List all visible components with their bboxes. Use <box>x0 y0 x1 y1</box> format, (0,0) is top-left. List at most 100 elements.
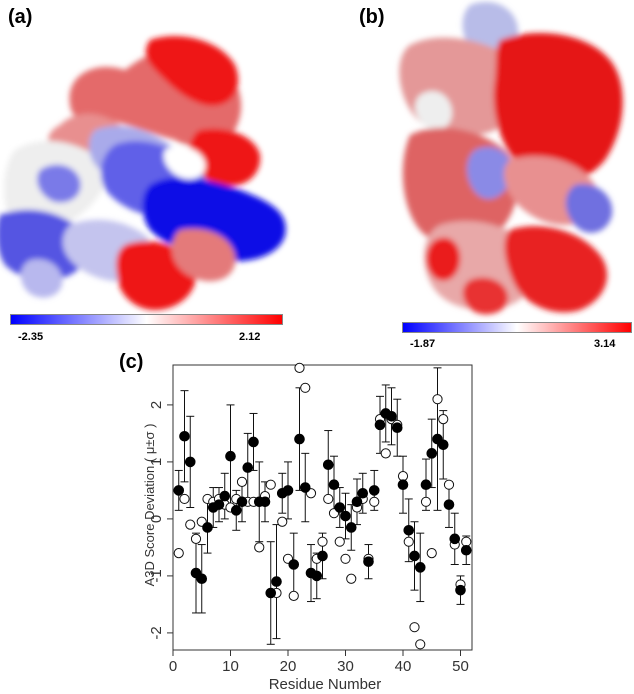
filled-point-8 <box>219 490 231 502</box>
filled-point-49 <box>455 584 466 596</box>
open-point-36 <box>380 448 391 459</box>
colorbar-b <box>402 322 632 333</box>
y-tick-label-2: 0 <box>148 515 165 523</box>
filled-point-7 <box>213 499 225 510</box>
filled-point-9 <box>225 450 236 462</box>
open-point-21 <box>294 362 305 373</box>
filled-point-20 <box>288 559 300 570</box>
protein-surface-a <box>0 36 286 310</box>
plot-axes: 0 10 20 30 40 50 -2 -1 0 1 2 <box>148 364 473 675</box>
open-point-3 <box>190 533 202 544</box>
open-point-34 <box>369 496 380 507</box>
filled-point-26 <box>322 459 334 471</box>
open-point-0 <box>173 548 184 559</box>
filled-point-48 <box>449 533 461 545</box>
x-tick-label-3: 30 <box>337 658 354 675</box>
x-tick-label-2: 20 <box>280 658 297 675</box>
open-point-18 <box>277 516 288 527</box>
plot-frame <box>172 364 473 651</box>
open-point-25 <box>317 536 328 547</box>
y-tick-label-4: 2 <box>148 401 165 409</box>
a3d-scatter-plot: 0 10 20 30 40 50 -2 -1 0 1 2 Residue Number A3D Sc… <box>142 362 473 693</box>
open-point-28 <box>334 536 345 547</box>
filled-point-31 <box>351 496 363 508</box>
filled-point-19 <box>282 485 294 496</box>
open-point-11 <box>236 476 248 487</box>
filled-point-32 <box>357 487 369 499</box>
filled-point-28 <box>334 502 346 513</box>
filled-point-29 <box>340 510 351 522</box>
colorbar-b-max: 3.14 <box>594 338 616 350</box>
x-tick-label-4: 40 <box>395 658 412 675</box>
filled-point-44 <box>426 448 438 459</box>
filled-point-4 <box>196 573 208 585</box>
filled-point-17 <box>271 576 282 587</box>
open-point-46 <box>438 414 449 425</box>
x-tick-label-0: 0 <box>169 658 177 675</box>
filled-point-24 <box>311 570 323 582</box>
x-tick-label-5: 50 <box>452 658 469 675</box>
filled-point-0 <box>173 485 185 496</box>
filled-point-22 <box>299 482 311 493</box>
y-tick-label-0: -2 <box>148 626 165 639</box>
open-point-40 <box>403 536 414 547</box>
colorbar-a <box>10 314 283 325</box>
filled-point-42 <box>414 562 426 573</box>
open-point-29 <box>340 553 351 564</box>
filled-point-41 <box>409 550 420 562</box>
open-point-26 <box>323 493 334 505</box>
filled-point-13 <box>248 436 259 448</box>
open-point-42 <box>415 639 426 650</box>
panel-a-label: (a) <box>8 6 33 28</box>
filled-point-21 <box>294 433 305 445</box>
filled-point-37 <box>386 411 397 422</box>
filled-point-2 <box>184 456 196 468</box>
y-axis-label: A3D Score Deviation ( μ±σ ) <box>142 424 157 587</box>
x-tick-label-1: 10 <box>222 658 239 675</box>
filled-point-47 <box>443 499 455 510</box>
filled-point-16 <box>265 587 277 599</box>
filled-point-38 <box>391 422 403 433</box>
filled-point-10 <box>230 505 242 516</box>
filled-point-30 <box>345 522 357 533</box>
filled-point-33 <box>363 556 374 567</box>
panel-c-label: (c) <box>119 351 144 373</box>
colorbar-a-max: 2.12 <box>239 331 261 343</box>
filled-point-40 <box>403 525 415 536</box>
filled-point-1 <box>179 430 190 442</box>
filled-point-25 <box>317 550 328 562</box>
protein-surface-b <box>399 1 623 315</box>
filled-point-12 <box>242 462 254 473</box>
open-point-39 <box>397 471 409 482</box>
filled-point-5 <box>202 522 213 533</box>
open-point-14 <box>254 542 265 553</box>
filled-point-46 <box>437 439 449 451</box>
plot-marks <box>173 362 472 650</box>
colorbar-b-min: -1.87 <box>410 338 436 350</box>
open-point-47 <box>443 479 455 490</box>
open-point-30 <box>346 573 357 584</box>
open-point-41 <box>409 622 420 633</box>
filled-point-27 <box>328 479 340 490</box>
filled-point-35 <box>374 419 386 431</box>
open-point-50 <box>461 536 472 547</box>
filled-point-15 <box>259 496 271 508</box>
open-point-45 <box>432 394 443 405</box>
y-tick-label-1: -1 <box>148 569 165 582</box>
filled-point-34 <box>368 485 380 496</box>
y-tick-label-3: 1 <box>148 458 165 466</box>
open-point-44 <box>426 548 437 559</box>
open-point-20 <box>288 590 299 601</box>
open-point-43 <box>420 496 432 507</box>
filled-point-43 <box>420 479 432 490</box>
filled-point-11 <box>236 496 248 508</box>
filled-point-39 <box>397 479 409 490</box>
colorbar-a-min: -2.35 <box>18 331 44 343</box>
open-point-2 <box>185 519 196 530</box>
open-point-1 <box>179 493 190 505</box>
x-axis-label: Residue Number <box>269 676 382 693</box>
filled-point-50 <box>460 544 472 556</box>
open-point-16 <box>265 479 276 490</box>
open-point-22 <box>300 382 311 393</box>
panel-b-label: (b) <box>359 6 385 28</box>
